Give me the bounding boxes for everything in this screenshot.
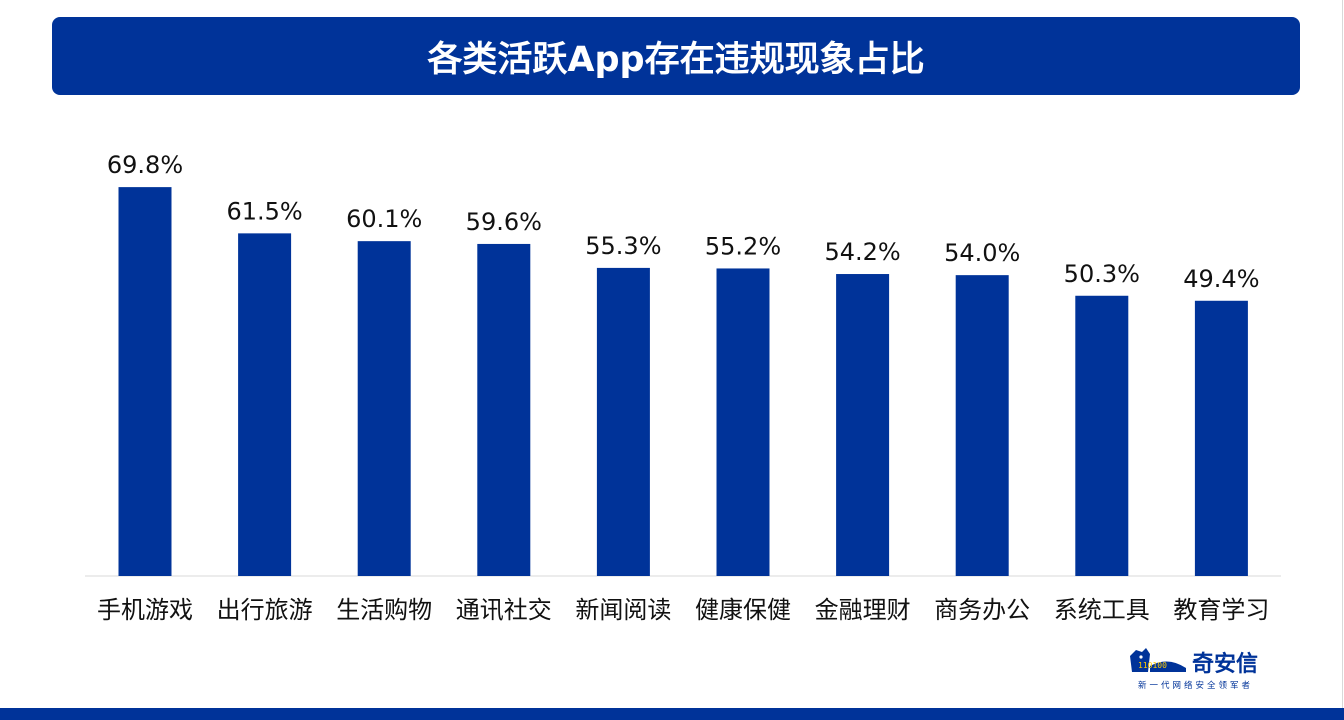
- bar: [955, 275, 1009, 576]
- category-label: 系统工具: [1054, 596, 1150, 624]
- category-label: 手机游戏: [97, 596, 193, 624]
- data-label: 55.2%: [705, 232, 781, 260]
- bottom-band: [0, 708, 1344, 720]
- data-label: 69.8%: [107, 151, 183, 179]
- bar: [118, 187, 172, 576]
- logo-mark-text: 110100: [1138, 661, 1167, 670]
- category-label: 出行旅游: [217, 596, 313, 624]
- bar: [357, 241, 411, 576]
- data-label: 54.0%: [944, 239, 1020, 267]
- data-label: 49.4%: [1183, 265, 1259, 293]
- category-label: 商务办公: [934, 596, 1030, 624]
- category-label: 生活购物: [336, 596, 432, 624]
- data-label: 61.5%: [226, 197, 302, 225]
- data-label: 60.1%: [346, 205, 422, 233]
- bar: [716, 268, 770, 576]
- data-label: 55.3%: [585, 232, 661, 260]
- data-label: 59.6%: [466, 208, 542, 236]
- data-label: 54.2%: [824, 238, 900, 266]
- category-label: 教育学习: [1173, 596, 1269, 624]
- chart-title-banner: 各类活跃App存在违规现象占比: [52, 17, 1300, 95]
- bar: [1075, 295, 1129, 576]
- bar: [238, 233, 292, 576]
- bar: [596, 267, 650, 576]
- category-label: 金融理财: [815, 596, 911, 624]
- tiger-logo-icon: 110100: [1130, 648, 1186, 672]
- company-logo: 110100 奇安信 新一代网络安全领军者: [1128, 642, 1288, 692]
- logo-name: 奇安信: [1192, 652, 1259, 677]
- chart-title: 各类活跃App存在违规现象占比: [427, 39, 925, 80]
- data-label: 50.3%: [1064, 260, 1140, 288]
- bar: [1194, 300, 1248, 576]
- category-label: 新闻阅读: [575, 596, 671, 624]
- bar: [836, 274, 890, 576]
- category-label: 通讯社交: [456, 596, 552, 624]
- category-label: 健康保健: [695, 596, 791, 624]
- bar: [477, 243, 531, 576]
- logo-slogan: 新一代网络安全领军者: [1138, 681, 1254, 691]
